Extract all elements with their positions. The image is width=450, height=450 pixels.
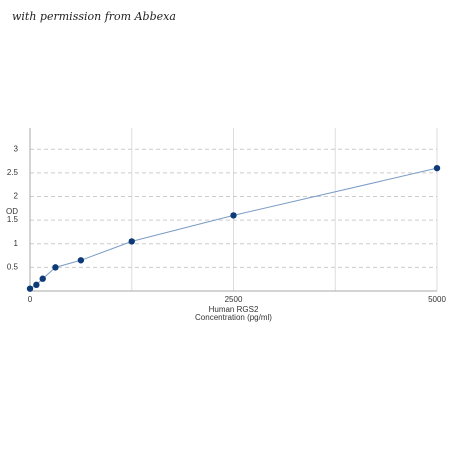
data-point bbox=[26, 285, 34, 292]
watermark: with permission from Abbexa bbox=[12, 10, 176, 23]
x-tick-label: 0 bbox=[28, 295, 33, 304]
y-tick-label: 2.5 bbox=[7, 168, 19, 177]
x-axis-label: Concentration (pg/ml) bbox=[195, 313, 272, 322]
data-point bbox=[128, 238, 135, 245]
y-axis-label: OD bbox=[6, 207, 18, 216]
data-point bbox=[52, 264, 59, 271]
y-tick-label: 3 bbox=[14, 144, 19, 153]
x-axis-label: Human RGS2 bbox=[209, 305, 259, 314]
data-point bbox=[39, 275, 46, 282]
data-point bbox=[77, 257, 85, 264]
y-tick-label: 2 bbox=[14, 192, 19, 201]
x-tick-label: 2500 bbox=[225, 295, 243, 304]
y-tick-label: 1 bbox=[14, 239, 19, 248]
data-point bbox=[433, 164, 441, 172]
y-tick-label: 1.5 bbox=[7, 215, 19, 224]
data-point bbox=[230, 212, 237, 219]
data-point bbox=[33, 281, 40, 289]
y-tick-label: 0.5 bbox=[7, 262, 19, 271]
x-tick-label: 5000 bbox=[428, 295, 446, 304]
